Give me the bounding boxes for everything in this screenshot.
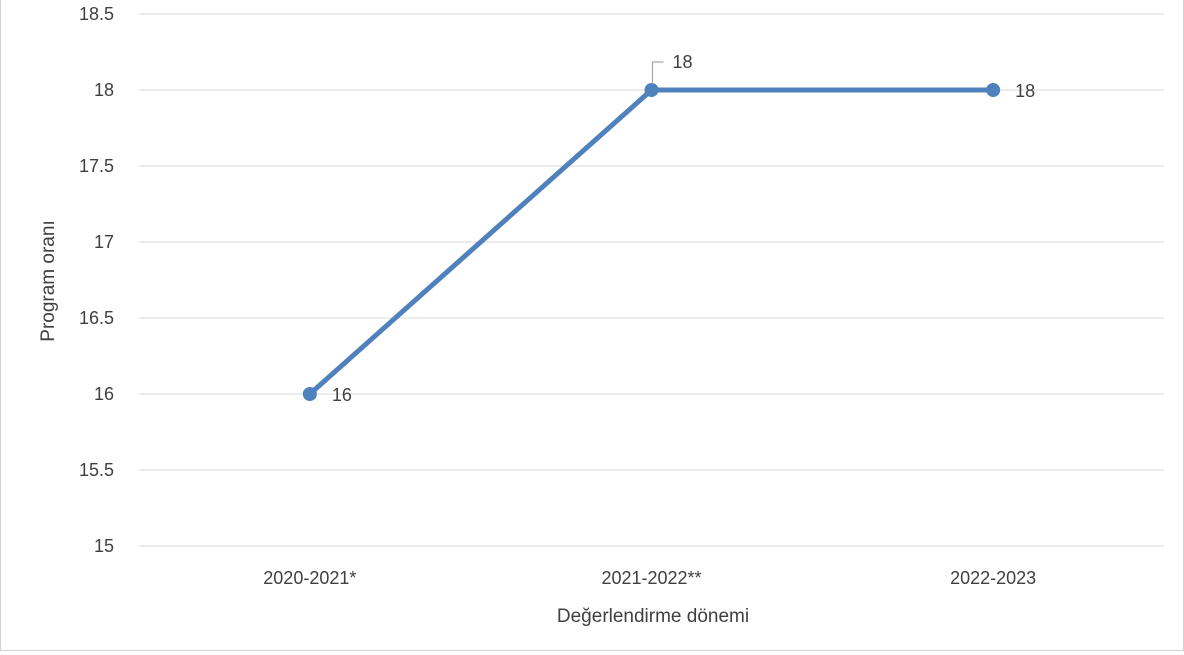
y-axis-tick-labels: 15 15.5 16 16.5 17 17.5 18 18.5 [79, 4, 114, 556]
data-label: 18 [1015, 81, 1035, 101]
y-tick-label: 15 [94, 536, 114, 556]
series-layer [302, 83, 1001, 401]
x-tick-label: 2021-2022** [601, 568, 701, 588]
leader-line [651, 61, 664, 84]
data-point [986, 83, 1001, 97]
y-tick-label: 18.5 [79, 4, 114, 24]
y-tick-label: 15.5 [79, 460, 114, 480]
x-tick-label: 2020-2021* [263, 568, 356, 588]
x-axis-tick-labels: 2020-2021* 2021-2022** 2022-2023 [263, 568, 1036, 588]
data-labels: 16 18 18 [332, 52, 1035, 405]
data-point [644, 83, 659, 97]
y-axis-title: Program oranı [38, 220, 59, 341]
y-tick-label: 16.5 [79, 308, 114, 328]
y-tick-label: 17.5 [79, 156, 114, 176]
x-tick-label: 2022-2023 [950, 568, 1036, 588]
x-axis-title: Değerlendirme dönemi [557, 606, 749, 627]
data-point [302, 387, 317, 401]
y-tick-label: 18 [94, 80, 114, 100]
data-label: 16 [332, 385, 352, 405]
y-tick-label: 16 [94, 384, 114, 404]
data-label: 18 [673, 52, 693, 72]
y-tick-label: 17 [94, 232, 114, 252]
